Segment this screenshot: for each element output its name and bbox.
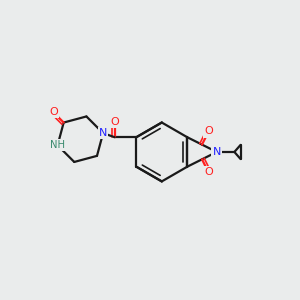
Text: O: O [204, 126, 213, 136]
Text: N: N [212, 147, 221, 157]
Text: NH: NH [50, 140, 65, 150]
Text: O: O [204, 167, 213, 178]
Text: O: O [49, 107, 58, 117]
Text: O: O [110, 116, 119, 127]
Text: N: N [99, 128, 107, 138]
